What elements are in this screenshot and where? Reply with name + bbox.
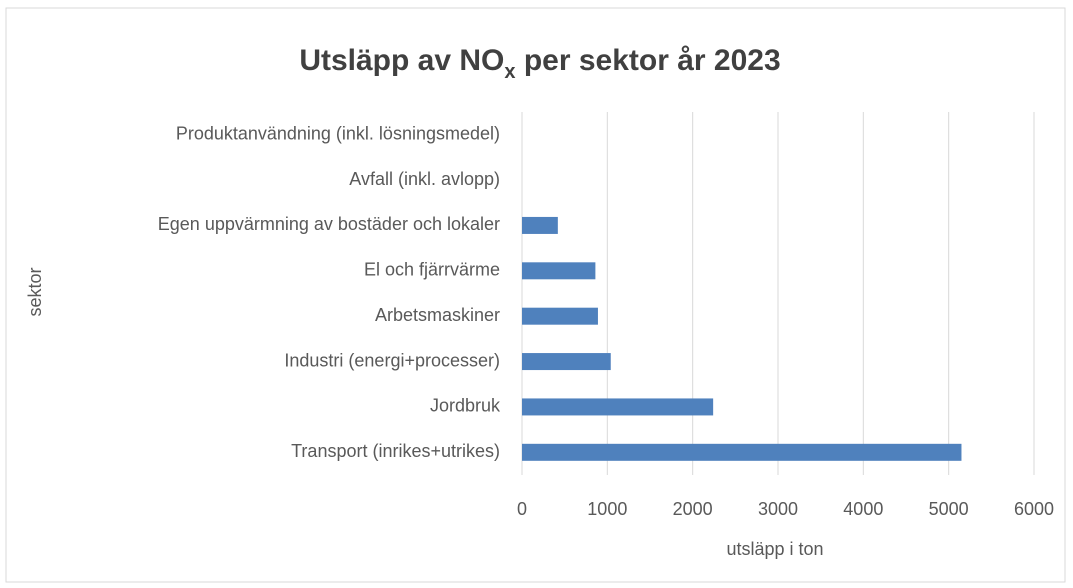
bar	[522, 262, 596, 280]
bar	[522, 353, 611, 371]
chart-frame	[5, 7, 1066, 583]
y-axis-title: sektor	[25, 267, 45, 316]
x-tick-label: 2000	[673, 499, 713, 519]
y-tick-label: Arbetsmaskiner	[375, 305, 500, 325]
x-tick-label: 3000	[758, 499, 798, 519]
bar	[522, 307, 598, 325]
bar	[522, 216, 558, 234]
x-tick-label: 1000	[587, 499, 627, 519]
x-tick-label: 6000	[1014, 499, 1054, 519]
x-tick-label: 4000	[843, 499, 883, 519]
y-tick-label: Egen uppvärmning av bostäder och lokaler	[158, 214, 500, 234]
chart-title: Utsläpp av NOx per sektor år 2023	[299, 44, 780, 83]
y-tick-label: Industri (energi+processer)	[284, 350, 500, 370]
y-tick-label: Produktanvändning (inkl. lösningsmedel)	[176, 123, 500, 143]
y-tick-label: Avfall (inkl. avlopp)	[349, 169, 500, 189]
y-tick-label: El och fjärrvärme	[364, 260, 500, 280]
title-part: per sektor år 2023	[516, 44, 781, 77]
x-tick-label: 5000	[929, 499, 969, 519]
y-tick-label: Jordbruk	[430, 396, 501, 416]
bar	[522, 443, 962, 461]
x-axis-title: utsläpp i ton	[726, 539, 823, 559]
title-part: Utsläpp av NO	[299, 44, 504, 77]
bar	[522, 398, 714, 416]
x-tick-label: 0	[517, 499, 527, 519]
y-tick-label: Transport (inrikes+utrikes)	[291, 441, 500, 461]
title-part: x	[504, 61, 515, 83]
